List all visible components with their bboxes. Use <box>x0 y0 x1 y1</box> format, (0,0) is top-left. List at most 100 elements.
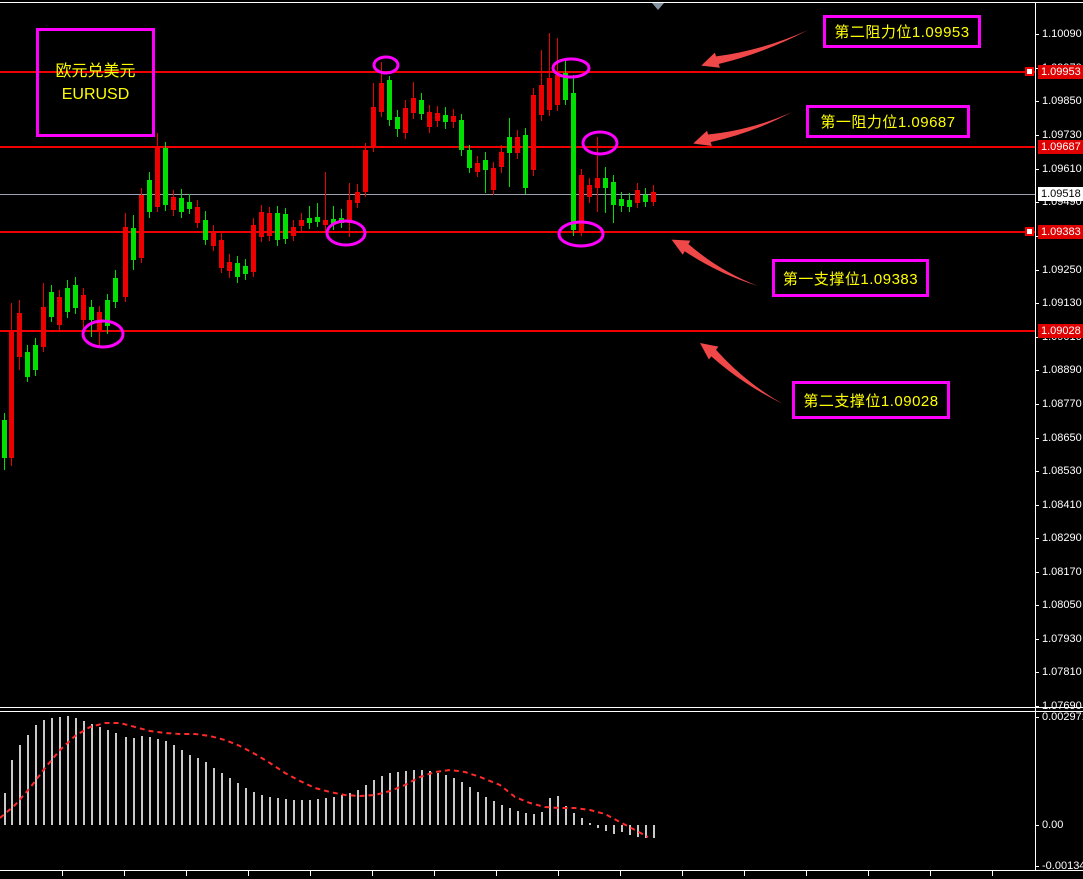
histogram-bar <box>325 798 327 825</box>
candle-body <box>139 195 144 258</box>
candle-body <box>523 135 528 188</box>
candle-body <box>467 150 472 168</box>
histogram-bar <box>277 798 279 825</box>
candle-body <box>275 213 280 240</box>
price-axis-tick <box>1035 270 1039 271</box>
histogram-bar <box>75 718 77 825</box>
histogram-bar <box>549 798 551 825</box>
indicator-axis-tick <box>1035 825 1039 826</box>
histogram-bar <box>11 760 13 825</box>
level-line-1.09028 <box>0 330 1035 332</box>
candle-body <box>611 182 616 205</box>
time-axis-tick <box>62 871 63 876</box>
candle-body <box>491 168 496 190</box>
time-axis-tick <box>992 871 993 876</box>
histogram-bar <box>429 771 431 825</box>
histogram-bar <box>477 792 479 825</box>
candle-body <box>651 192 656 202</box>
histogram-bar <box>397 772 399 825</box>
histogram-bar <box>253 792 255 825</box>
histogram-bar <box>349 793 351 825</box>
candle-body <box>587 185 592 197</box>
candle-body <box>203 220 208 240</box>
time-axis-tick <box>620 871 621 876</box>
candle-body <box>171 197 176 210</box>
price-axis-tick <box>1035 135 1039 136</box>
candle-body <box>235 263 240 277</box>
histogram-bar <box>365 785 367 825</box>
time-axis[interactable] <box>0 871 1083 879</box>
histogram-bar <box>597 825 599 828</box>
histogram-bar <box>421 770 423 825</box>
histogram-bar <box>309 800 311 825</box>
price-axis-label: 1.07810 <box>1042 666 1082 678</box>
price-axis-tick <box>1035 34 1039 35</box>
histogram-bar <box>67 716 69 825</box>
price-axis-tick <box>1035 538 1039 539</box>
candle-body <box>147 180 152 212</box>
candle-body <box>123 227 128 297</box>
price-axis-tick <box>1035 303 1039 304</box>
time-axis-tick <box>186 871 187 876</box>
candle-body <box>9 330 14 458</box>
current-price-line <box>0 194 1035 195</box>
candle-body <box>41 307 46 347</box>
candle-body <box>105 300 110 326</box>
resistance1-label: 第一阻力位1.09687 <box>820 114 956 131</box>
symbol-title-box[interactable]: 欧元兑美元 EURUSD <box>36 28 155 137</box>
candle-body <box>187 202 192 209</box>
histogram-bar <box>43 720 45 825</box>
time-axis-tick <box>744 871 745 876</box>
candle-body <box>627 200 632 207</box>
histogram-bar <box>629 825 631 835</box>
resistance1-label-box[interactable]: 第一阻力位1.09687 <box>806 105 970 138</box>
histogram-bar <box>35 725 37 825</box>
resistance2-label-box[interactable]: 第二阻力位1.09953 <box>823 15 981 48</box>
histogram-bar <box>27 735 29 825</box>
candle-body <box>507 137 512 153</box>
time-axis-tick <box>434 871 435 876</box>
histogram-bar <box>19 745 21 825</box>
candle-wick <box>549 33 550 116</box>
price-axis-label: 1.09250 <box>1042 264 1082 276</box>
support2-label-box[interactable]: 第二支撑位1.09028 <box>792 381 950 419</box>
histogram-bar <box>373 780 375 825</box>
price-axis-tick <box>1035 706 1039 707</box>
level-line-1.09953 <box>0 71 1035 73</box>
histogram-bar <box>115 733 117 825</box>
price-axis-tick <box>1035 438 1039 439</box>
candle-body <box>2 420 7 458</box>
price-axis-label: 1.07930 <box>1042 633 1082 645</box>
histogram-bar <box>237 783 239 825</box>
price-axis-tick <box>1035 236 1039 237</box>
candle-body <box>475 163 480 172</box>
price-axis-label: 1.08050 <box>1042 599 1082 611</box>
candle-body <box>419 100 424 114</box>
price-axis-tick <box>1035 202 1039 203</box>
histogram-bar <box>197 758 199 825</box>
histogram-bar <box>333 797 335 825</box>
histogram-bar <box>269 797 271 825</box>
candle-body <box>163 148 168 205</box>
time-axis-tick <box>124 871 125 876</box>
time-axis-tick <box>372 871 373 876</box>
candle-body <box>443 115 448 122</box>
candle-wick <box>333 206 334 230</box>
histogram-bar <box>405 771 407 825</box>
candle-body <box>267 213 272 236</box>
candle-body <box>483 160 488 170</box>
price-axis-tick <box>1035 505 1039 506</box>
candle-body <box>283 214 288 239</box>
candle-body <box>387 80 392 120</box>
histogram-bar <box>317 799 319 825</box>
price-axis-tick <box>1035 337 1039 338</box>
histogram-bar <box>573 813 575 825</box>
histogram-bar <box>613 825 615 834</box>
price-level-badge-1.09383: 1.09383 <box>1038 225 1083 239</box>
support1-label-box[interactable]: 第一支撑位1.09383 <box>772 259 929 297</box>
price-axis-label: 1.08530 <box>1042 465 1082 477</box>
candle-body <box>363 150 368 192</box>
histogram-bar <box>533 814 535 825</box>
histogram-bar <box>293 800 295 825</box>
